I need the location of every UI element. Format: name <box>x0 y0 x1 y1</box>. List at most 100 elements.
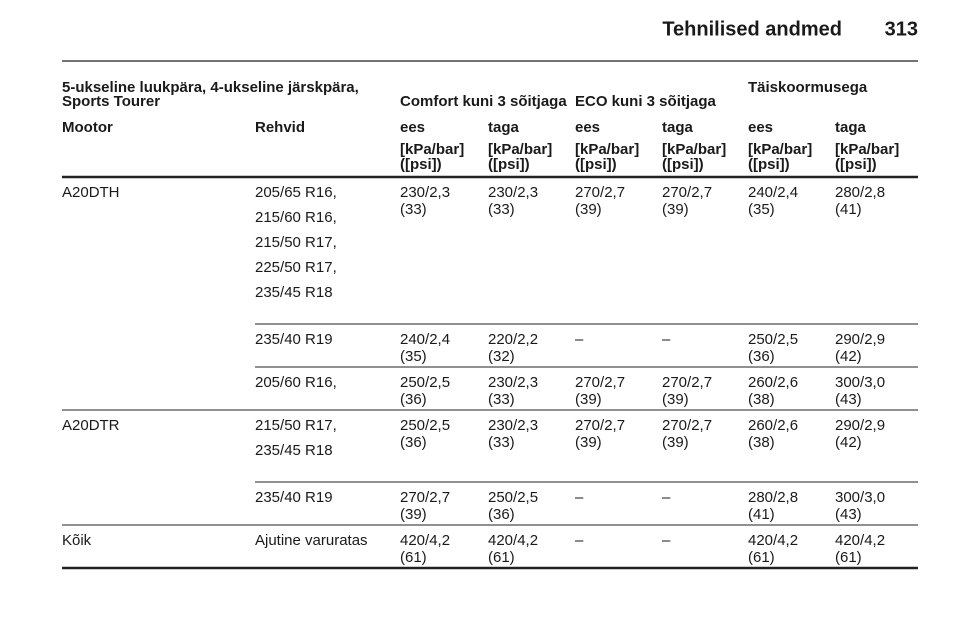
pressure: 230/2,3 <box>488 374 538 391</box>
column-header: taga <box>488 119 520 136</box>
unit-label: [kPa/bar] <box>575 141 639 158</box>
unit-label: ([psi]) <box>835 156 877 173</box>
pressure: (43) <box>835 391 862 408</box>
pressure: – <box>575 331 584 348</box>
engine: Kõik <box>62 532 92 549</box>
column-header: ees <box>575 119 600 136</box>
pressure: (36) <box>488 506 515 523</box>
pressure: (39) <box>575 391 602 408</box>
pressure: 230/2,3 <box>488 417 538 434</box>
pressure: 280/2,8 <box>748 489 798 506</box>
tire-size: 205/65 R16, <box>255 184 337 201</box>
pressure: (33) <box>400 201 427 218</box>
pressure: 270/2,7 <box>400 489 450 506</box>
pressure: (35) <box>748 201 775 218</box>
pressure: (38) <box>748 391 775 408</box>
pressure: (41) <box>748 506 775 523</box>
pressure: 270/2,7 <box>662 374 712 391</box>
pressure: (33) <box>488 434 515 451</box>
pressure: (36) <box>400 434 427 451</box>
pressure: 260/2,6 <box>748 417 798 434</box>
pressure: (61) <box>488 549 515 566</box>
pressure: 270/2,7 <box>662 184 712 201</box>
engine: A20DTR <box>62 417 120 434</box>
unit-label: [kPa/bar] <box>748 141 812 158</box>
group-header: Täiskoormusega <box>748 79 868 96</box>
unit-label: ([psi]) <box>662 156 704 173</box>
pressure: 300/3,0 <box>835 374 885 391</box>
pressure: 240/2,4 <box>748 184 798 201</box>
column-header: ees <box>748 119 773 136</box>
pressure: – <box>575 489 584 506</box>
unit-label: ([psi]) <box>575 156 617 173</box>
pressure: 260/2,6 <box>748 374 798 391</box>
pressure: 270/2,7 <box>575 417 625 434</box>
pressure: 230/2,3 <box>488 184 538 201</box>
pressure: (61) <box>835 549 862 566</box>
unit-label: ([psi]) <box>400 156 442 173</box>
pressure: (32) <box>488 348 515 365</box>
pressure: (39) <box>575 434 602 451</box>
tire-size: 235/40 R19 <box>255 489 333 506</box>
pressure: 420/4,2 <box>400 532 450 549</box>
pressure: (35) <box>400 348 427 365</box>
tire-size: 235/40 R19 <box>255 331 333 348</box>
unit-label: [kPa/bar] <box>488 141 552 158</box>
pressure: 230/2,3 <box>400 184 450 201</box>
pressure: (42) <box>835 348 862 365</box>
unit-label: [kPa/bar] <box>835 141 899 158</box>
pressure: – <box>575 532 584 549</box>
pressure: – <box>662 489 671 506</box>
pressure: 250/2,5 <box>400 417 450 434</box>
pressure: 250/2,5 <box>748 331 798 348</box>
engine: A20DTH <box>62 184 120 201</box>
pressure: (36) <box>748 348 775 365</box>
pressure: – <box>662 532 671 549</box>
tire-size: 205/60 R16, <box>255 374 337 391</box>
group-header: ECO kuni 3 sõitjaga <box>575 93 717 110</box>
pressure: 280/2,8 <box>835 184 885 201</box>
pressure: (39) <box>662 391 689 408</box>
tire-size: 225/50 R17, <box>255 259 337 276</box>
pressure: (43) <box>835 506 862 523</box>
pressure: (39) <box>400 506 427 523</box>
tire-size: 235/45 R18 <box>255 284 333 301</box>
column-header: taga <box>662 119 694 136</box>
tire-size: 235/45 R18 <box>255 442 333 459</box>
pressure: 420/4,2 <box>835 532 885 549</box>
pressure: (39) <box>662 201 689 218</box>
pressure: (39) <box>575 201 602 218</box>
column-header: taga <box>835 119 867 136</box>
column-header: ees <box>400 119 425 136</box>
pressure: (61) <box>400 549 427 566</box>
group-header: 5-ukseline luukpära, 4-ukseline järskpär… <box>62 79 359 96</box>
pressure: 420/4,2 <box>488 532 538 549</box>
tire-size: Ajutine varuratas <box>255 532 368 549</box>
tire-size: 215/60 R16, <box>255 209 337 226</box>
unit-label: ([psi]) <box>488 156 530 173</box>
pressure: – <box>662 331 671 348</box>
pressure: 270/2,7 <box>662 417 712 434</box>
pressure: (38) <box>748 434 775 451</box>
page-number: 313 <box>885 18 918 40</box>
pressure: 420/4,2 <box>748 532 798 549</box>
pressure: 220/2,2 <box>488 331 538 348</box>
pressure: 300/3,0 <box>835 489 885 506</box>
pressure: (36) <box>400 391 427 408</box>
page-title: Tehnilised andmed <box>662 18 842 40</box>
pressure: 250/2,5 <box>400 374 450 391</box>
unit-label: [kPa/bar] <box>662 141 726 158</box>
pressure: (33) <box>488 391 515 408</box>
tire-size: 215/50 R17, <box>255 417 337 434</box>
group-header: Sports Tourer <box>62 93 160 110</box>
pressure: (42) <box>835 434 862 451</box>
column-header: Rehvid <box>255 119 305 136</box>
pressure: 250/2,5 <box>488 489 538 506</box>
pressure: (41) <box>835 201 862 218</box>
unit-label: ([psi]) <box>748 156 790 173</box>
pressure: 290/2,9 <box>835 331 885 348</box>
pressure: (33) <box>488 201 515 218</box>
pressure: 270/2,7 <box>575 374 625 391</box>
unit-label: [kPa/bar] <box>400 141 464 158</box>
